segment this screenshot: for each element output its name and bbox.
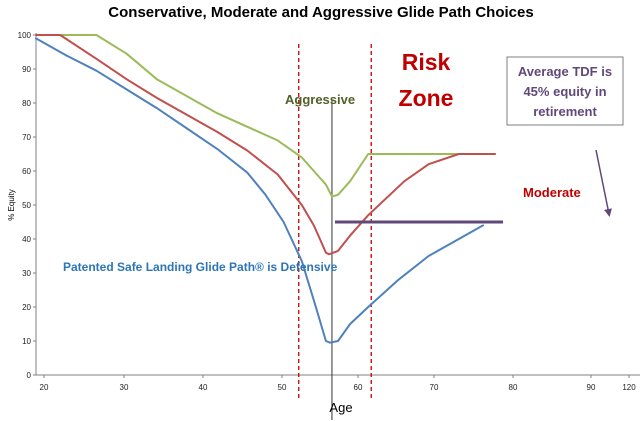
x-tick-label: 120 bbox=[622, 383, 636, 392]
average-tdf-text: Average TDF is bbox=[518, 64, 612, 79]
y-tick-label: 10 bbox=[22, 337, 31, 346]
average-tdf-text: 45% equity in bbox=[523, 84, 606, 99]
y-tick-label: 70 bbox=[22, 133, 31, 142]
risk-zone-label: Zone bbox=[399, 85, 454, 111]
moderate-label: Moderate bbox=[523, 185, 581, 200]
x-tick-label: 30 bbox=[120, 383, 129, 392]
y-tick-label: 0 bbox=[27, 371, 32, 380]
y-tick-label: 100 bbox=[18, 31, 32, 40]
y-axis-label: % Equity bbox=[7, 189, 16, 221]
x-tick-label: 20 bbox=[40, 383, 49, 392]
defensive-label: Patented Safe Landing Glide Path® is Def… bbox=[63, 260, 338, 274]
series-line bbox=[35, 34, 496, 256]
x-tick-label: 90 bbox=[587, 383, 596, 392]
chart-title: Conservative, Moderate and Aggressive Gl… bbox=[108, 4, 533, 21]
y-tick-label: 50 bbox=[22, 201, 31, 210]
y-tick-label: 30 bbox=[22, 269, 31, 278]
average-tdf-box bbox=[506, 56, 624, 126]
x-tick-label: 40 bbox=[199, 383, 208, 392]
x-tick-label: 70 bbox=[430, 383, 439, 392]
series-line bbox=[35, 34, 496, 198]
average-tdf-text: retirement bbox=[533, 104, 597, 119]
risk-zone-label: Risk bbox=[402, 49, 451, 75]
y-tick-label: 20 bbox=[22, 303, 31, 312]
series-line bbox=[35, 37, 484, 344]
y-tick-label: 90 bbox=[22, 65, 31, 74]
x-tick-label: 50 bbox=[278, 383, 287, 392]
x-tick-label: 60 bbox=[354, 383, 363, 392]
y-tick-label: 80 bbox=[22, 99, 31, 108]
y-tick-label: 40 bbox=[22, 235, 31, 244]
x-tick-label: 80 bbox=[509, 383, 518, 392]
aggressive-label: Aggressive bbox=[285, 92, 355, 107]
x-axis-label: Age bbox=[329, 400, 352, 415]
average-tdf-arrow bbox=[595, 149, 612, 217]
y-tick-label: 60 bbox=[22, 167, 31, 176]
plot-area: 0 10 20 30 40 50 60 70 80 90 100 20 30 40 50 60 70 80 90 12… bbox=[18, 31, 640, 420]
